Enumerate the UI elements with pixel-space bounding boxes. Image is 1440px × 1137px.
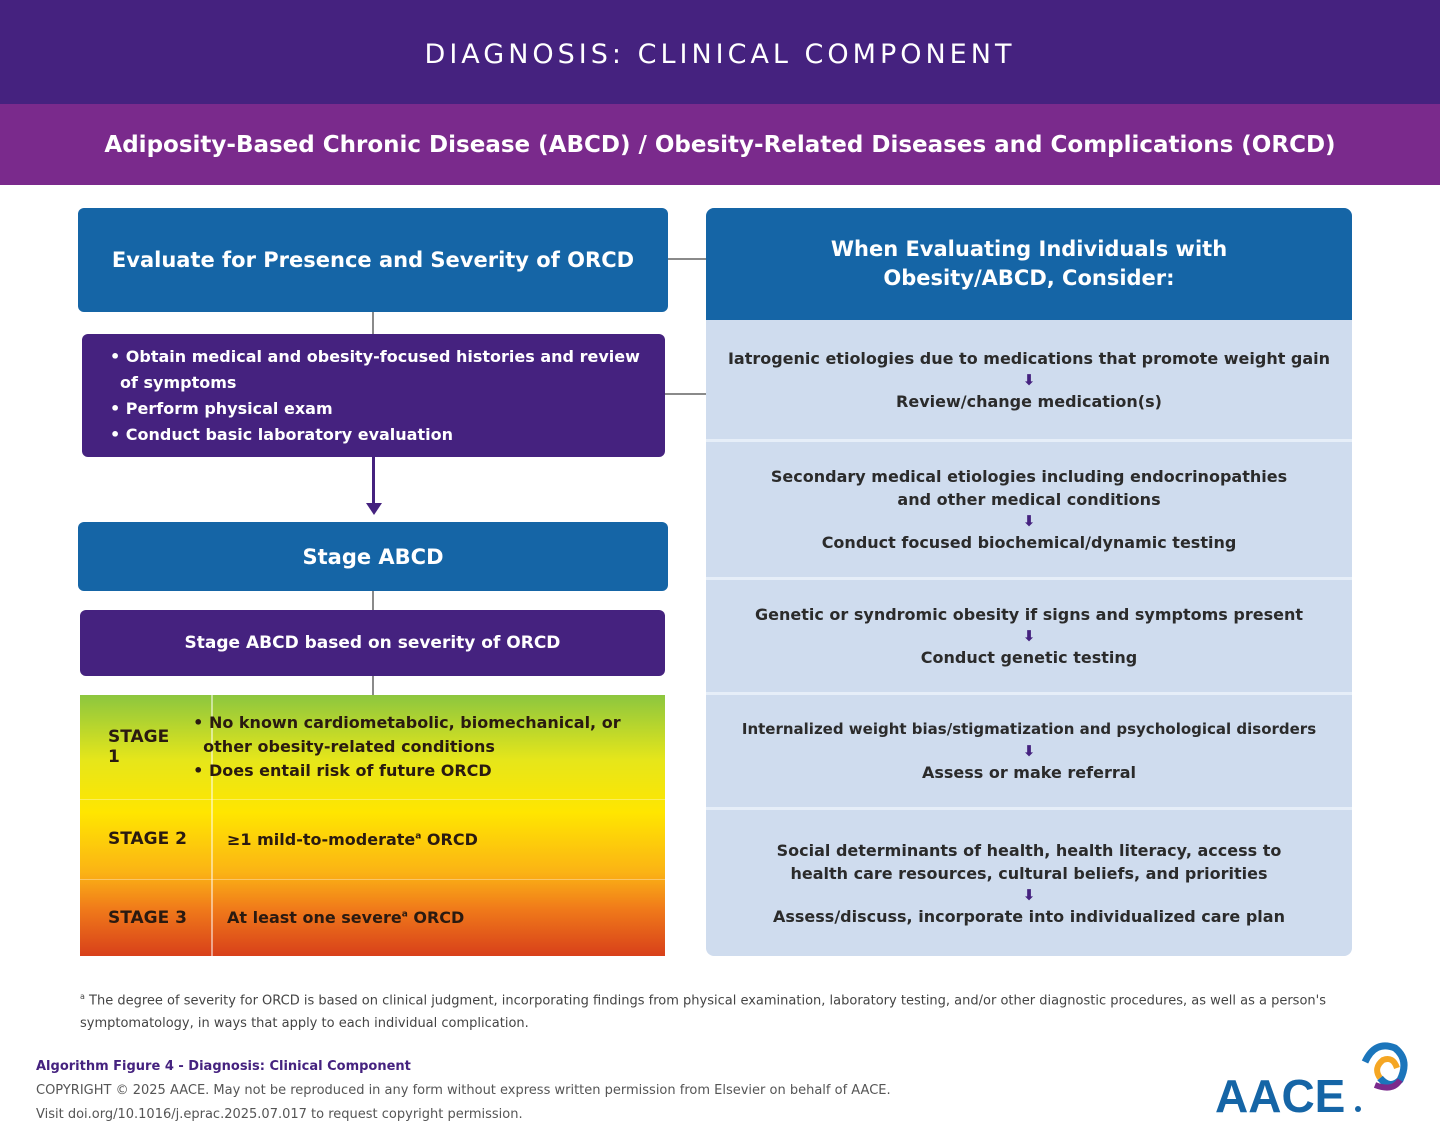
footnote-text: The degree of severity for ORCD is based… — [80, 993, 1326, 1032]
action-text: Assess/discuss, incorporate into individ… — [773, 906, 1285, 926]
consideration-item: Internalized weight bias/stigmatization … — [706, 695, 1352, 810]
footnote-marker: a — [80, 992, 85, 1001]
stage-item-text: No known cardiometabolic, biomechanical,… — [203, 713, 621, 756]
stage-text: At least one severea ORCD — [211, 908, 464, 927]
footer: Algorithm Figure 4 - Diagnosis: Clinical… — [36, 1055, 891, 1127]
action-text: Review/change medication(s) — [896, 391, 1162, 411]
stage-row: STAGE 3 At least one severea ORCD — [80, 879, 665, 956]
arrow-down-icon: ⬇ — [1022, 370, 1036, 389]
action-text: Conduct genetic testing — [920, 648, 1138, 667]
history-item: Obtain medical and obesity-focused histo… — [106, 344, 641, 396]
stage-row: STAGE 1 • No known cardiometabolic, biom… — [80, 695, 665, 799]
svg-text:AACE: AACE — [1215, 1070, 1345, 1120]
consideration-item: Genetic or syndromic obesity if signs an… — [706, 580, 1352, 695]
arrow-down-icon: ⬇ — [1022, 885, 1036, 904]
stage-subtitle: Stage ABCD based on severity of ORCD — [184, 633, 561, 653]
condition-text: Social determinants of health, health li… — [776, 840, 1282, 883]
divider — [80, 879, 665, 880]
arrow-down-icon: ⬇ — [1022, 512, 1036, 530]
condition-text: Internalized weight bias/stigmatization … — [741, 720, 1317, 738]
logo-mark-icon: AACE — [1215, 1042, 1408, 1122]
copyright-text: COPYRIGHT © 2025 AACE. May not be reprod… — [36, 1083, 891, 1098]
divider — [211, 695, 213, 956]
arrow-down-icon: ⬇ — [1022, 627, 1036, 645]
evaluate-title: Evaluate for Presence and Severity of OR… — [111, 248, 635, 272]
stage-text: ≥1 mild-to-moderatea ORCD — [211, 830, 478, 849]
arrow-down-icon: ⬇ — [1022, 742, 1036, 760]
history-item: Conduct basic laboratory evaluation — [106, 422, 641, 448]
evaluate-box: Evaluate for Presence and Severity of OR… — [78, 208, 668, 312]
page-header: DIAGNOSIS: CLINICAL COMPONENT — [0, 0, 1440, 104]
connector — [372, 591, 374, 610]
stage-text-main: ≥1 mild-to-moderate — [227, 829, 416, 849]
connector — [372, 312, 374, 334]
stage-row: STAGE 2 ≥1 mild-to-moderatea ORCD — [80, 799, 665, 879]
stage-item-text: Does entail risk of future ORCD — [208, 761, 492, 780]
stage-text-main: At least one severe — [227, 908, 402, 927]
figure-title: Algorithm Figure 4 - Diagnosis: Clinical… — [36, 1059, 411, 1074]
footnote-marker: a — [401, 909, 408, 920]
condition-text: Iatrogenic etiologies due to medications… — [727, 348, 1331, 368]
stage-abcd-box: Stage ABCD — [78, 522, 668, 591]
history-item: Perform physical exam — [106, 396, 641, 422]
action-text: Assess or make referral — [921, 763, 1137, 782]
considerations-title: When Evaluating Individuals with Obesity… — [830, 237, 1228, 290]
connector — [372, 676, 374, 695]
considerations-panel: When Evaluating Individuals with Obesity… — [706, 208, 1352, 956]
condition-text: Secondary medical etiologies including e… — [770, 467, 1288, 509]
page-subtitle: Adiposity-Based Chronic Disease (ABCD) /… — [0, 104, 1440, 185]
page-title: DIAGNOSIS: CLINICAL COMPONENT — [424, 38, 1016, 70]
stage-text-end: ORCD — [407, 908, 465, 927]
stage-table: STAGE 1 • No known cardiometabolic, biom… — [80, 695, 665, 956]
action-text: Conduct focused biochemical/dynamic test… — [821, 533, 1237, 552]
connector — [665, 393, 706, 395]
footnote: a The degree of severity for ORCD is bas… — [80, 985, 1360, 1035]
consideration-item: Social determinants of health, health li… — [706, 810, 1352, 956]
consideration-item: Iatrogenic etiologies due to medications… — [706, 320, 1352, 442]
connector-arrow — [372, 457, 375, 507]
stage-label: STAGE 2 — [108, 829, 187, 849]
arrow-down-icon — [366, 503, 382, 515]
history-box: Obtain medical and obesity-focused histo… — [82, 334, 665, 457]
stage-text-end: ORCD — [421, 829, 478, 849]
stage-item: • Does entail risk of future ORCD — [193, 761, 492, 780]
divider — [80, 799, 665, 800]
stage-item: • No known cardiometabolic, biomechanica… — [193, 713, 621, 756]
stage-label: STAGE 3 — [108, 907, 187, 928]
footnote-marker: a — [415, 831, 422, 842]
consideration-item: Secondary medical etiologies including e… — [706, 442, 1352, 580]
subtitle-text: Adiposity-Based Chronic Disease (ABCD) /… — [104, 131, 1336, 158]
permission-text: Visit doi.org/10.1016/j.eprac.2025.07.01… — [36, 1107, 523, 1122]
stage-label: STAGE 1 — [108, 727, 170, 767]
stage-subtitle-box: Stage ABCD based on severity of ORCD — [80, 610, 665, 676]
aace-logo: AACE — [1215, 1040, 1415, 1122]
considerations-header: When Evaluating Individuals with Obesity… — [706, 208, 1352, 320]
condition-text: Genetic or syndromic obesity if signs an… — [755, 605, 1303, 624]
stage-title: Stage ABCD — [302, 544, 444, 569]
connector — [668, 258, 706, 260]
